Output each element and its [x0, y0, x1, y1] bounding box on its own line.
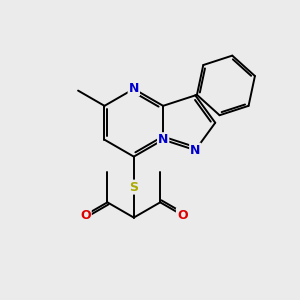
Text: O: O	[80, 208, 91, 221]
Text: N: N	[190, 144, 200, 157]
Text: S: S	[129, 181, 138, 194]
Text: N: N	[129, 82, 139, 95]
Text: O: O	[177, 208, 188, 221]
Text: N: N	[158, 133, 168, 146]
